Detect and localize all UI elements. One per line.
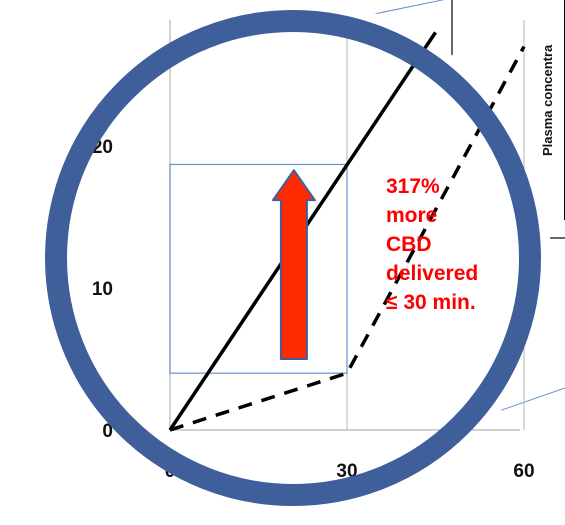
- highlight-box: [169, 163, 348, 374]
- y-tick-label: 10: [92, 279, 113, 300]
- x-tick-label: 60: [513, 461, 534, 482]
- dashed-series-line: [169, 45, 526, 432]
- annotation-line: 317%: [386, 175, 440, 198]
- annotation-line: delivered: [386, 262, 479, 285]
- delivery-annotation: 317% more CBD delivered ≤ 30 min.: [386, 172, 478, 317]
- background-axis-label: Plasma concentra: [540, 44, 555, 156]
- y-tick-label: 0: [102, 421, 113, 442]
- annotation-line: more: [386, 204, 438, 227]
- increase-arrow-icon: [271, 169, 316, 360]
- annotation-line: ≤ 30 min.: [386, 291, 476, 314]
- magnifier-ring: [45, 10, 541, 506]
- annotation-line: CBD: [386, 233, 432, 256]
